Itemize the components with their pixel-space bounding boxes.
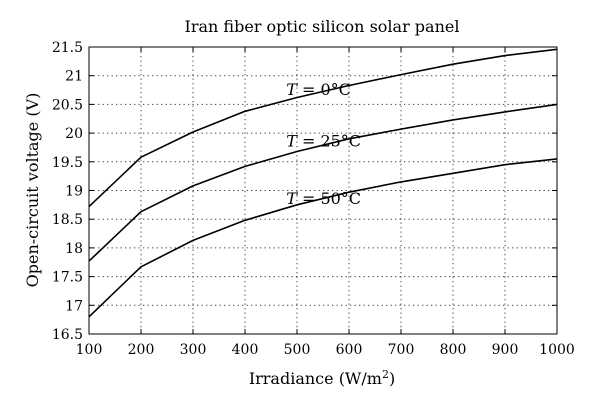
y-tick-label: 19.5 [52, 155, 83, 171]
x-tick-label: 400 [232, 342, 259, 358]
x-axis-label: Irradiance (W/m2) [249, 368, 395, 389]
series-line-3 [88, 158, 558, 318]
x-tick-label: 1000 [539, 342, 575, 358]
y-tick-label: 17.5 [52, 270, 83, 286]
y-tick-label: 18.5 [52, 212, 83, 228]
axis-ticks [88, 46, 558, 335]
x-tick-label: 100 [76, 342, 103, 358]
x-tick-label: 300 [180, 342, 207, 358]
series-line-1 [88, 48, 558, 208]
y-tick-label: 20 [65, 126, 83, 142]
annotation-label-1: T = 0°C [286, 80, 351, 99]
y-tick-label: 21 [65, 69, 83, 85]
y-tick-label: 16.5 [52, 327, 83, 343]
grid [89, 47, 557, 334]
x-tick-label: 900 [492, 342, 519, 358]
y-tick-label: 21.5 [52, 40, 83, 56]
y-tick-label: 20.5 [52, 97, 83, 113]
y-tick-label: 18 [65, 241, 83, 257]
y-tick-label: 17 [65, 298, 83, 314]
x-tick-label: 500 [284, 342, 311, 358]
y-axis-label: Open-circuit voltage (V) [23, 93, 42, 288]
series-line-2 [88, 103, 558, 262]
x-tick-label: 700 [388, 342, 415, 358]
chart-title: Iran fiber optic silicon solar panel [185, 17, 460, 36]
y-tick-label: 19 [65, 184, 83, 200]
x-tick-label: 600 [336, 342, 363, 358]
annotations: T = 0°C T = 25°C T = 50°C [286, 80, 361, 208]
annotation-label-2: T = 25°C [286, 132, 361, 151]
annotation-label-3: T = 50°C [286, 189, 361, 208]
tick-labels: 100 200 300 400 500 600 700 800 900 1000 16.5 17 17.… [52, 40, 575, 358]
x-tick-label: 200 [128, 342, 155, 358]
x-tick-label: 800 [440, 342, 467, 358]
series-group [88, 48, 558, 318]
